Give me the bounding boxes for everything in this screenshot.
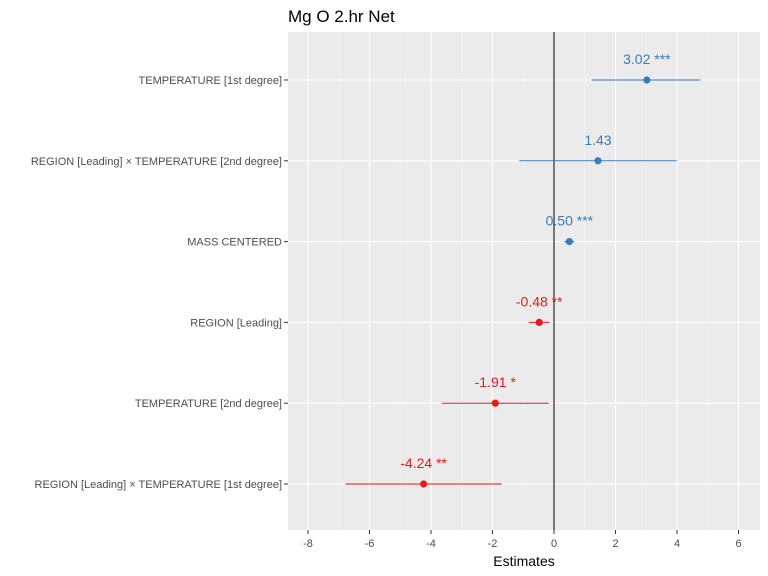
estimate-point: [535, 318, 543, 326]
y-tick-label: MASS CENTERED: [187, 237, 282, 249]
estimate-label: -0.48 **: [516, 293, 563, 309]
chart-title: Mg O 2.hr Net: [288, 7, 395, 26]
estimate-marks: 3.02 *** 1.43 0.50 *** -0.48 ** -1.91 * -4.24…: [345, 51, 701, 488]
estimate-point: [594, 157, 602, 165]
estimate-label: 1.43: [584, 132, 611, 148]
estimate-label: -4.24 **: [400, 455, 447, 471]
y-tick-label: REGION [Leading] × TEMPERATURE [1st degr…: [35, 479, 283, 491]
y-tick-label: REGION [Leading]: [190, 317, 282, 329]
y-axis-labels: TEMPERATURE [1st degree] REGION [Leading]…: [31, 75, 288, 491]
x-axis-label: Estimates: [493, 553, 554, 569]
x-tick-label: 4: [674, 538, 680, 550]
y-tick-label: TEMPERATURE [2nd degree]: [135, 398, 282, 410]
x-tick-label: 2: [612, 538, 618, 550]
estimate-point: [420, 480, 428, 488]
estimate-label: 0.50 ***: [546, 213, 594, 229]
estimate-label: 3.02 ***: [623, 51, 671, 67]
y-tick-label: TEMPERATURE [1st degree]: [139, 75, 282, 87]
y-tick-label: REGION [Leading] × TEMPERATURE [2nd degr…: [31, 156, 282, 168]
estimate-point: [491, 399, 499, 407]
x-tick-label: 6: [735, 538, 741, 550]
x-tick-label: -4: [426, 538, 436, 550]
x-tick-label: -6: [365, 538, 375, 550]
plot-panel: [288, 32, 760, 530]
x-tick-label: 0: [551, 538, 557, 550]
x-tick-label: -8: [303, 538, 313, 550]
estimate-label: -1.91 *: [475, 374, 517, 390]
estimate-point: [643, 76, 651, 84]
x-axis-ticks: -8 -6 -4 -2 0 2 4 6: [303, 530, 742, 550]
x-tick-label: -2: [488, 538, 498, 550]
estimate-point: [565, 238, 573, 246]
